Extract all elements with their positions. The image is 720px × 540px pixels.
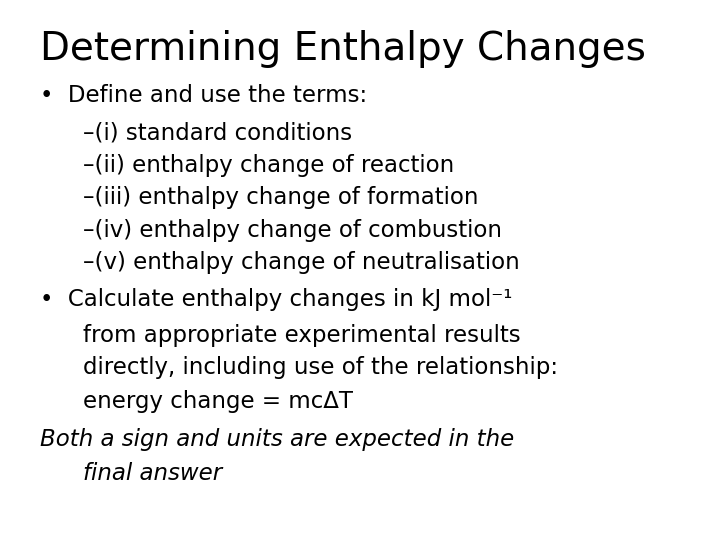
Text: Determining Enthalpy Changes: Determining Enthalpy Changes bbox=[40, 30, 645, 68]
Text: from appropriate experimental results: from appropriate experimental results bbox=[83, 324, 521, 347]
Text: –(i) standard conditions: –(i) standard conditions bbox=[83, 122, 352, 145]
Text: •  Calculate enthalpy changes in kJ mol⁻¹: • Calculate enthalpy changes in kJ mol⁻¹ bbox=[40, 288, 512, 311]
Text: –(v) enthalpy change of neutralisation: –(v) enthalpy change of neutralisation bbox=[83, 251, 520, 274]
Text: directly, including use of the relationship:: directly, including use of the relations… bbox=[83, 356, 558, 380]
Text: energy change = mcΔT: energy change = mcΔT bbox=[83, 390, 353, 413]
Text: –(iv) enthalpy change of combustion: –(iv) enthalpy change of combustion bbox=[83, 219, 502, 242]
Text: –(ii) enthalpy change of reaction: –(ii) enthalpy change of reaction bbox=[83, 154, 454, 177]
Text: •  Define and use the terms:: • Define and use the terms: bbox=[40, 84, 366, 107]
Text: –(iii) enthalpy change of formation: –(iii) enthalpy change of formation bbox=[83, 186, 478, 210]
Text: final answer: final answer bbox=[83, 462, 222, 485]
Text: Both a sign and units are expected in the: Both a sign and units are expected in th… bbox=[40, 428, 514, 451]
